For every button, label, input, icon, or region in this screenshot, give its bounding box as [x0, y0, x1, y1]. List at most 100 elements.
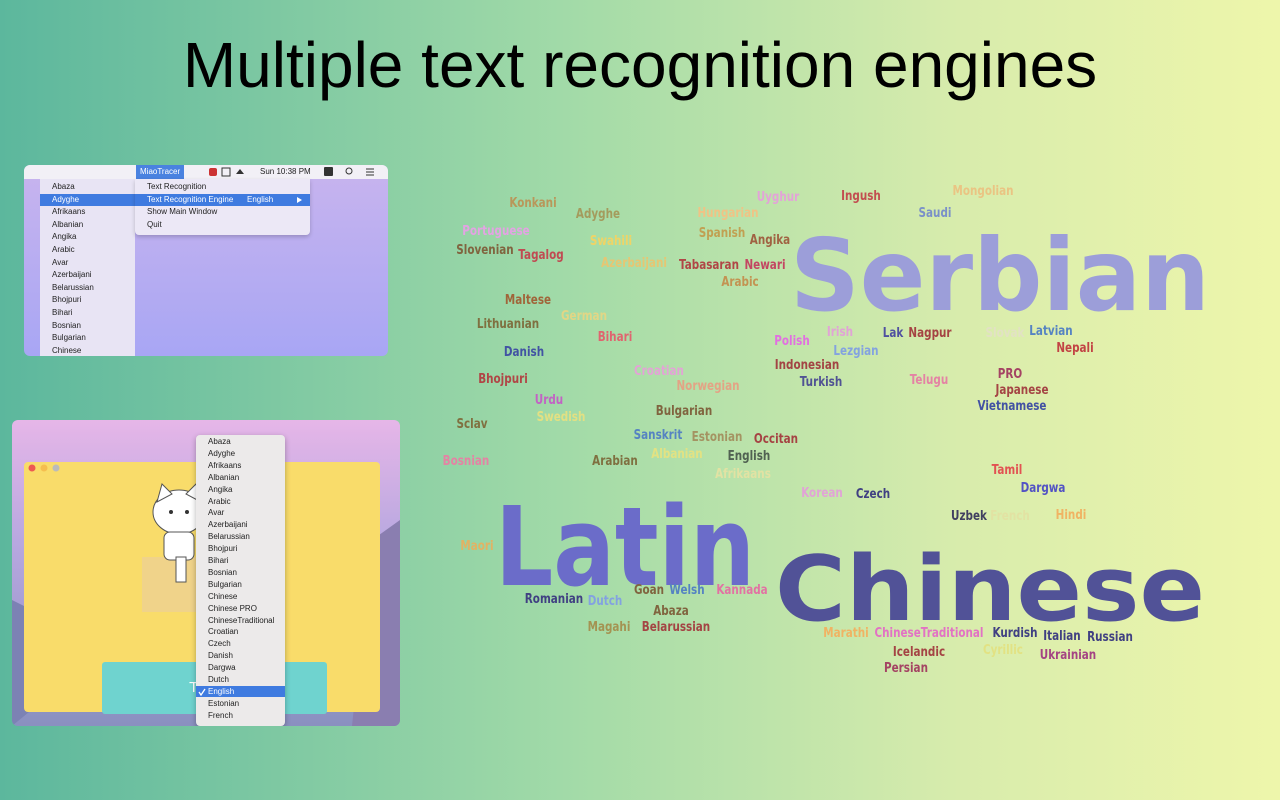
dropdown-item[interactable]: Arabic [196, 496, 285, 507]
dropdown-item[interactable]: French [196, 710, 285, 721]
cloud-word: Belarussian [642, 619, 710, 634]
cloud-word: Indonesian [775, 357, 839, 372]
dropdown-item[interactable]: Croatian [196, 626, 285, 637]
dropdown-item-text: Arabic [208, 496, 231, 506]
cloud-word: Arabian [592, 453, 638, 468]
cloud-word: Afrikaans [715, 466, 771, 481]
language-item[interactable]: Abaza [40, 181, 135, 193]
language-item[interactable]: Bihari [40, 307, 135, 319]
status-menu-item[interactable]: Quit [135, 219, 310, 231]
dropdown-item-text: Abaza [208, 437, 231, 446]
cloud-word: Sanskrit [634, 427, 683, 442]
dropdown-item[interactable]: Albanian [196, 472, 285, 483]
menubar-app[interactable]: MiaoTracer [136, 165, 185, 179]
cloud-word: Slovenian [456, 242, 513, 257]
cloud-word: Hindi [1056, 507, 1087, 522]
language-item[interactable]: Bhojpuri [40, 294, 135, 306]
dropdown-item[interactable]: Avar [196, 507, 285, 518]
status-menu-item-text: Text Recognition Engine [147, 194, 234, 204]
dropdown-item-text: Avar [208, 508, 225, 518]
cloud-word: Croatian [634, 363, 684, 378]
cloud-word: Cyrillic [983, 642, 1023, 657]
dropdown-item[interactable]: Angika [196, 484, 285, 495]
language-item[interactable]: Angika [40, 231, 135, 243]
dropdown-item[interactable]: Dutch [196, 674, 285, 685]
cloud-word: Telugu [910, 372, 949, 387]
language-item[interactable]: Avar [40, 257, 135, 269]
cloud-word: Turkish [800, 374, 843, 389]
app-screenshot: Text Re Text Recognition Engin AbazaAdyg… [12, 420, 400, 726]
dropdown-item[interactable]: Estonian [196, 698, 285, 709]
cloud-word: Persian [884, 660, 928, 675]
dropdown-item-text: Bhojpuri [208, 544, 238, 554]
dropdown-item[interactable]: Abaza [196, 436, 285, 447]
cloud-word: Azerbaijani [601, 255, 667, 270]
cloud-word: Swedish [537, 409, 586, 424]
cloud-word: Swahili [590, 233, 632, 248]
language-item[interactable]: Albanian [40, 219, 135, 231]
cloud-word: Italian [1043, 628, 1080, 643]
dropdown-item[interactable]: Czech [196, 638, 285, 649]
cloud-word: Lithuanian [477, 316, 539, 331]
language-item[interactable]: Afrikaans [40, 206, 135, 218]
checkmark [198, 688, 206, 696]
dropdown-item-text: Bihari [208, 556, 229, 565]
language-item[interactable]: Adyghe [40, 193, 135, 206]
cloud-word: Latin [495, 483, 755, 611]
language-item-text: Bulgarian [52, 333, 86, 343]
dropdown-item[interactable]: Chinese [196, 591, 285, 602]
status-menu-item[interactable]: Show Main Window [135, 206, 310, 218]
dropdown-item[interactable]: Bosnian [196, 567, 285, 578]
cloud-word: Hungarian [697, 205, 758, 220]
dropdown-item-text: Chinese PRO [208, 603, 257, 613]
menubar: MiaoTracer Sun 10:38 PM [24, 165, 388, 179]
language-item[interactable]: Bulgarian [40, 332, 135, 344]
dropdown-item[interactable]: Afrikaans [196, 460, 285, 471]
cloud-word: Portuguese [462, 223, 529, 238]
cloud-word: Magahi [588, 619, 631, 634]
language-item-text: Bosnian [52, 320, 81, 330]
dropdown-item[interactable]: Bihari [196, 555, 285, 566]
cloud-word: Ingush [841, 188, 881, 203]
engine-dropdown[interactable]: Abaza Adyghe Afrikaans Albanian Angika Arabic… [196, 435, 285, 726]
cloud-word: Bulgarian [656, 403, 712, 418]
cloud-word: Maltese [505, 292, 551, 307]
cloud-word: Newari [744, 257, 785, 272]
cloud-word: Occitan [754, 431, 798, 446]
cloud-word: Tabasaran [679, 257, 739, 272]
dropdown-item[interactable]: Azerbaijani [196, 519, 285, 530]
cloud-word: ChineseTraditional [874, 625, 983, 640]
dropdown-item-text: Angika [208, 484, 233, 494]
language-item[interactable]: Bosnian [40, 320, 135, 332]
dropdown-item-text: Adyghe [208, 448, 236, 458]
dropdown-item[interactable]: Chinese PRO [196, 603, 285, 614]
dropdown-item[interactable]: Belarussian [196, 531, 285, 542]
dropdown-item[interactable]: Bulgarian [196, 579, 285, 590]
language-item[interactable]: Arabic [40, 244, 135, 256]
language-item-text: Bihari [52, 308, 73, 317]
status-menu-item[interactable]: Text Recognition Engine English [135, 193, 310, 206]
current-engine: English [235, 194, 273, 206]
dropdown-item[interactable]: Bhojpuri [196, 543, 285, 554]
cloud-word: Danish [504, 344, 544, 359]
dropdown-item-text: Estonian [208, 698, 240, 708]
dropdown-item[interactable]: Adyghe [196, 448, 285, 459]
cloud-word: Abaza [653, 603, 689, 618]
dropdown-item-text: French [208, 710, 233, 720]
dropdown-item[interactable]: Dargwa [196, 662, 285, 673]
dropdown-item[interactable]: English [196, 685, 285, 697]
language-item-text: Albanian [52, 219, 84, 229]
cloud-word: Sclav [456, 416, 487, 431]
status-menu-item[interactable]: Text Recognition [135, 181, 310, 193]
dropdown-item-text: Azerbaijani [208, 520, 248, 530]
language-item[interactable]: Belarussian [40, 282, 135, 294]
dropdown-item[interactable]: ChineseTraditional [196, 615, 285, 626]
language-item[interactable]: Azerbaijani [40, 269, 135, 281]
language-item[interactable]: Chinese [40, 345, 135, 356]
cloud-word: Saudi [919, 205, 952, 220]
dropdown-item[interactable]: Danish [196, 650, 285, 661]
dropdown-item-text: Czech [208, 639, 231, 649]
cloud-word: Japanese [995, 382, 1049, 397]
cloud-word: Norwegian [676, 378, 739, 393]
